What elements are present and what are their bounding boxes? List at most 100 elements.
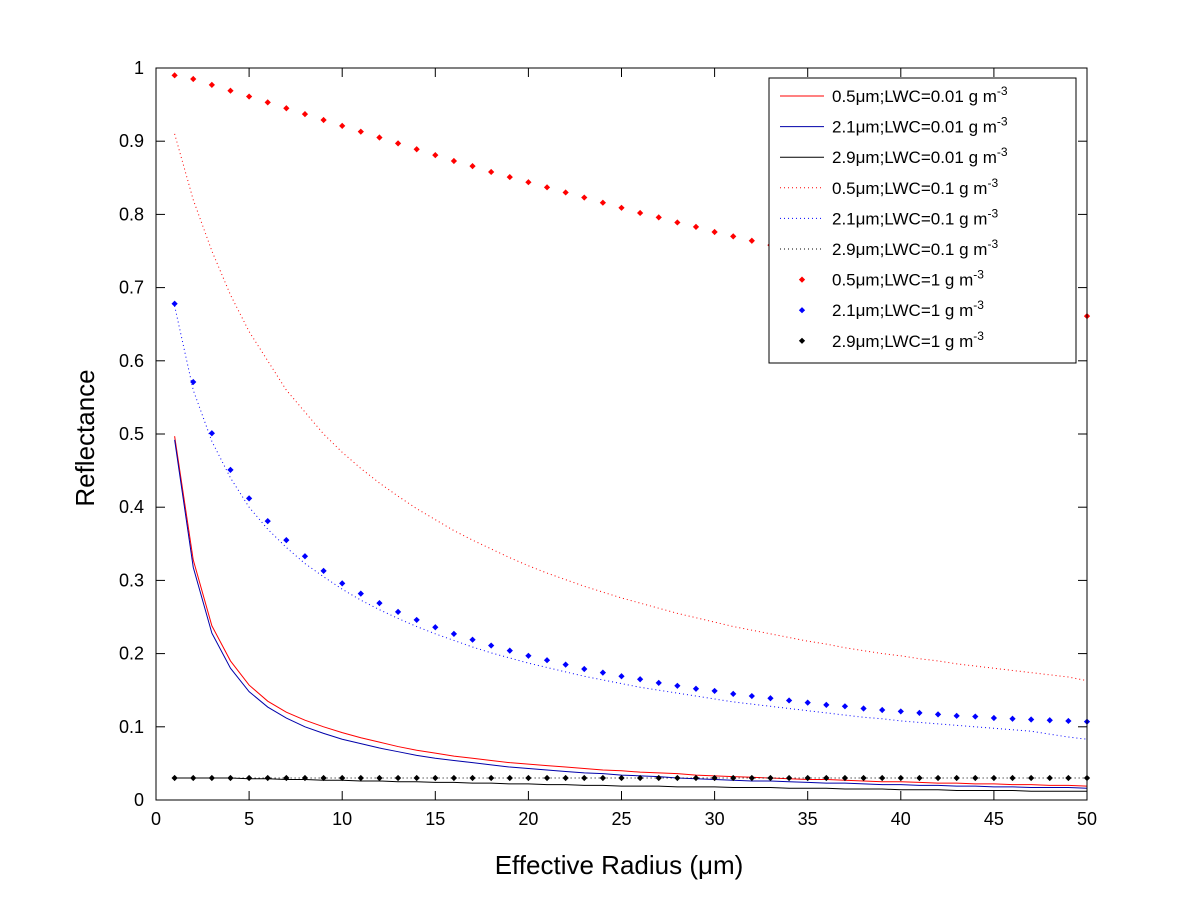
series-6-point-0 bbox=[171, 72, 178, 79]
legend-entry-6: 0.5μm;LWC=1 g m-3 bbox=[832, 268, 984, 290]
series-8-point-24 bbox=[618, 774, 625, 782]
series-7-point-33 bbox=[785, 697, 793, 704]
series-8-point-33 bbox=[785, 774, 793, 782]
series-8-point-39 bbox=[897, 774, 904, 782]
series-8-point-38 bbox=[879, 774, 886, 782]
series-8-point-44 bbox=[990, 774, 998, 782]
y-tick-label-4: 0.4 bbox=[119, 497, 144, 517]
series-6-point-2 bbox=[208, 81, 215, 88]
series-3-line bbox=[174, 133, 1088, 682]
series-8-point-26 bbox=[655, 774, 662, 782]
series-0-line bbox=[174, 436, 1088, 787]
y-tick-label-1: 0.1 bbox=[119, 717, 144, 737]
series-8-point-29 bbox=[711, 774, 718, 782]
series-6-point-15 bbox=[450, 157, 458, 165]
series-8-point-32 bbox=[767, 774, 774, 782]
x-axis-label: Effective Radius (μm) bbox=[495, 850, 744, 880]
x-tick-label-1: 5 bbox=[244, 809, 254, 829]
y-tick-label-0: 0 bbox=[134, 790, 144, 810]
series-8-point-4 bbox=[245, 774, 253, 782]
series-8-point-41 bbox=[934, 774, 942, 782]
series-7-point-31 bbox=[748, 692, 755, 700]
series-7-point-11 bbox=[376, 599, 383, 607]
series-7-point-28 bbox=[692, 685, 700, 692]
series-7-point-34 bbox=[804, 699, 811, 706]
series-8-point-30 bbox=[730, 774, 737, 782]
series-7-point-38 bbox=[879, 706, 886, 714]
series-7-point-15 bbox=[450, 630, 458, 637]
y-tick-label-10: 1 bbox=[134, 58, 144, 78]
y-tick-label-2: 0.2 bbox=[119, 644, 144, 664]
x-tick-label-6: 30 bbox=[705, 809, 725, 829]
series-7-point-18 bbox=[506, 647, 513, 654]
series-7-point-30 bbox=[730, 690, 737, 697]
x-tick-label-0: 0 bbox=[151, 809, 161, 829]
x-tick-label-10: 50 bbox=[1077, 809, 1097, 829]
series-7-point-32 bbox=[767, 695, 774, 702]
series-7-point-40 bbox=[916, 709, 923, 717]
series-7-point-20 bbox=[543, 657, 551, 664]
legend-entry-5: 2.9μm;LWC=0.1 g m-3 bbox=[832, 237, 998, 259]
series-8-point-2 bbox=[208, 774, 215, 782]
legend-entry-3: 0.5μm;LWC=0.1 g m-3 bbox=[832, 176, 998, 198]
series-8-point-3 bbox=[227, 774, 234, 782]
y-tick-label-9: 0.9 bbox=[119, 131, 144, 151]
series-0 bbox=[174, 436, 1088, 787]
legend-entry-4: 2.1μm;LWC=0.1 g m-3 bbox=[832, 206, 998, 228]
series-3 bbox=[174, 133, 1088, 682]
series-7-point-45 bbox=[1009, 715, 1016, 722]
series-8-point-1 bbox=[190, 774, 197, 782]
series-7-point-23 bbox=[599, 669, 606, 676]
series-6-point-3 bbox=[227, 87, 234, 94]
series-8-point-37 bbox=[860, 774, 867, 782]
series-8-point-25 bbox=[637, 774, 644, 782]
x-tick-label-3: 15 bbox=[425, 809, 445, 829]
series-7-point-44 bbox=[990, 714, 998, 722]
series-7-point-35 bbox=[823, 701, 830, 708]
series-7-point-5 bbox=[264, 517, 271, 525]
series-8-point-28 bbox=[692, 774, 700, 782]
series-7-point-27 bbox=[674, 682, 681, 689]
series-2-line bbox=[174, 777, 1087, 792]
y-tick-label-5: 0.5 bbox=[119, 424, 144, 444]
series-8-point-46 bbox=[1028, 774, 1035, 782]
legend: 0.5μm;LWC=0.01 g m-3 2.1μm;LWC=0.01 g m-3… bbox=[768, 77, 1077, 364]
series-7-point-47 bbox=[1046, 717, 1053, 724]
legend-swatch-8 bbox=[798, 337, 806, 344]
series-7-point-36 bbox=[841, 703, 849, 710]
y-tick-label-6: 0.6 bbox=[119, 351, 144, 371]
series-7-point-22 bbox=[581, 665, 588, 673]
x-tick-label-2: 10 bbox=[332, 809, 352, 829]
series-8-point-40 bbox=[916, 774, 923, 782]
axes-layer: 0 5 10 15 20 25 30 35 40 45 50 0 0.1 0.2 0.3 0.4 0.5 0.6 0… bbox=[119, 58, 1097, 829]
series-8-point-35 bbox=[823, 774, 830, 782]
series-7-point-17 bbox=[488, 642, 495, 649]
y-tick-label-8: 0.8 bbox=[119, 204, 144, 224]
series-8-point-23 bbox=[599, 774, 606, 782]
series-7-point-10 bbox=[357, 590, 364, 597]
legend-box bbox=[768, 77, 1077, 364]
series-8-point-22 bbox=[581, 774, 588, 782]
x-tick-label-8: 40 bbox=[891, 809, 911, 829]
series-7-point-4 bbox=[245, 495, 253, 502]
series-7-point-1 bbox=[190, 378, 197, 386]
series-6-point-18 bbox=[506, 173, 513, 181]
series-7-point-21 bbox=[562, 661, 569, 668]
legend-entry-2: 2.9μm;LWC=0.01 g m-3 bbox=[832, 145, 1008, 167]
series-8-point-43 bbox=[972, 774, 979, 782]
series-8-point-31 bbox=[748, 774, 755, 782]
series-7-point-9 bbox=[339, 580, 346, 587]
x-tick-label-5: 25 bbox=[611, 809, 631, 829]
x-tick-label-7: 35 bbox=[798, 809, 818, 829]
series-1-line bbox=[174, 439, 1088, 789]
series-8-point-0 bbox=[171, 774, 178, 782]
x-tick-label-9: 45 bbox=[984, 809, 1004, 829]
series-7-point-41 bbox=[934, 711, 942, 718]
series-8-point-42 bbox=[953, 774, 960, 782]
series-7 bbox=[171, 300, 1091, 725]
series-8-point-20 bbox=[543, 774, 551, 782]
y-tick-label-7: 0.7 bbox=[119, 278, 144, 298]
series-2 bbox=[174, 777, 1087, 792]
series-8-point-21 bbox=[562, 774, 569, 782]
